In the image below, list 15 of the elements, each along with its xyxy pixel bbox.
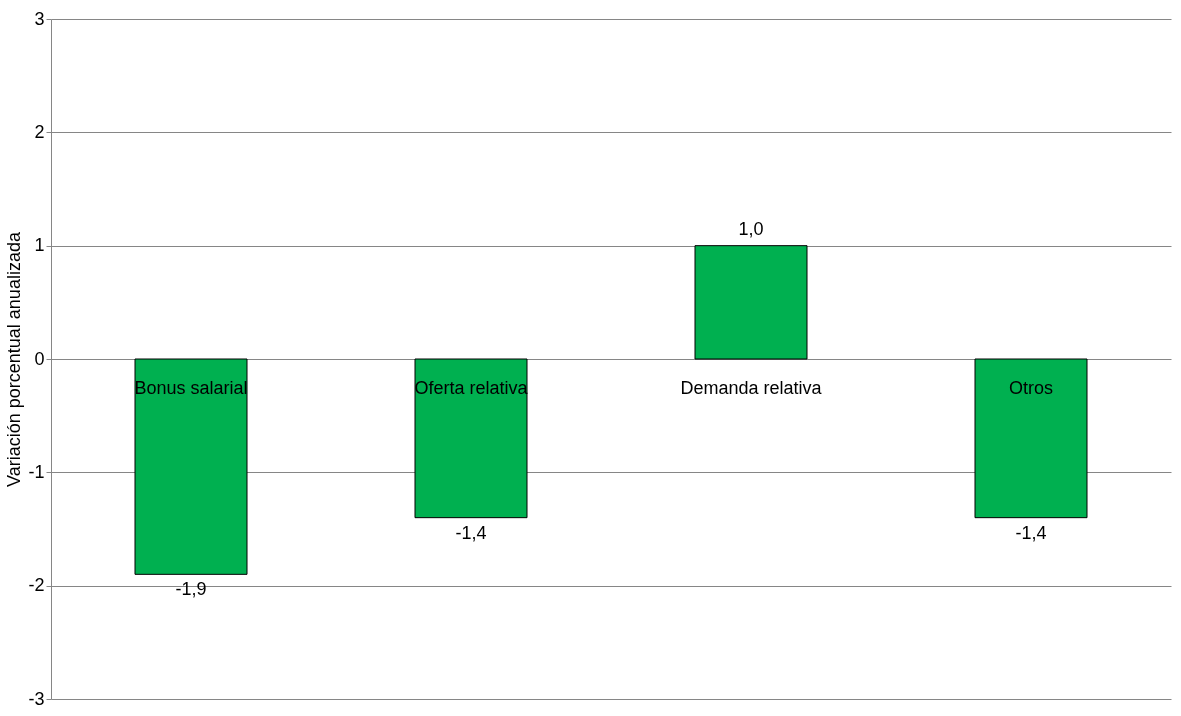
x-tick-label: Bonus salarial [134, 378, 248, 398]
data-label: -1,9 [175, 579, 207, 600]
y-tick-label: -1 [28, 461, 45, 482]
y-tick-label: -2 [28, 575, 45, 596]
data-label: 1,0 [738, 218, 764, 239]
x-tick-label: Demanda relativa [680, 378, 823, 398]
y-tick-label: -3 [28, 688, 45, 709]
y-axis-title: Variación porcentual anualizada [4, 231, 25, 487]
y-tick-label: 3 [34, 8, 45, 29]
data-label: -1,4 [1015, 522, 1047, 543]
y-tick-label: 0 [34, 348, 45, 369]
x-tick-label: Otros [1008, 378, 1054, 398]
y-tick-label: 1 [34, 235, 45, 256]
y-tick-label: 2 [34, 121, 45, 142]
data-label: -1,4 [455, 522, 487, 543]
